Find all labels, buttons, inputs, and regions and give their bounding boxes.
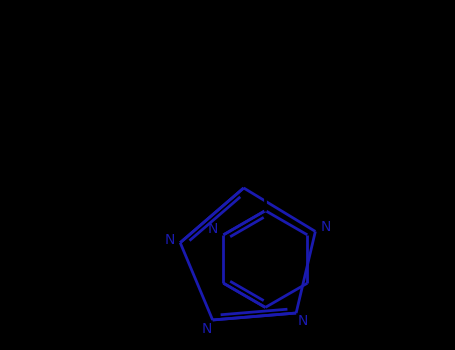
Text: N: N [208,222,218,236]
Text: N: N [202,322,212,336]
Text: N: N [164,233,175,247]
Text: N: N [320,220,331,234]
Text: N: N [298,314,308,328]
